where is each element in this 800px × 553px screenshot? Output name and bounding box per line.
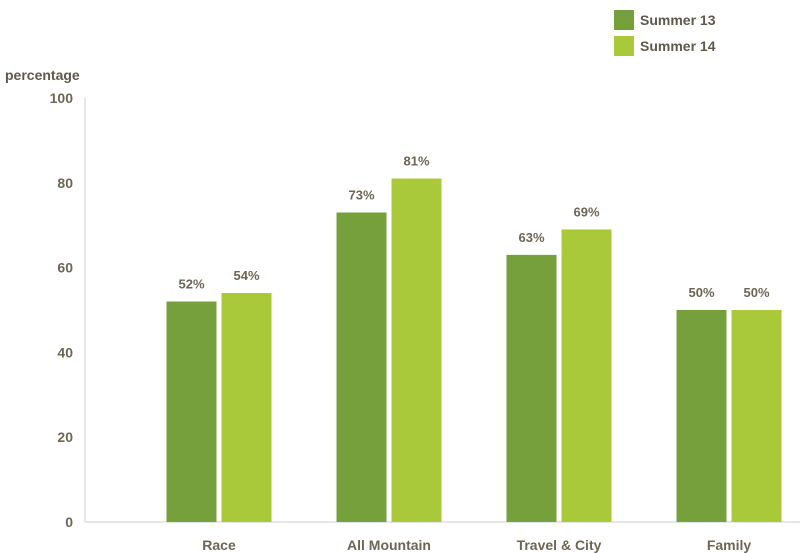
y-axis-ticks: 0 20 40 60 80 100 bbox=[50, 90, 74, 530]
y-axis-label: percentage bbox=[5, 67, 80, 83]
bar-summer-14 bbox=[391, 178, 442, 522]
data-label: 73% bbox=[348, 187, 374, 202]
data-label: 50% bbox=[743, 285, 769, 300]
legend-entry: Summer 13 bbox=[640, 12, 716, 28]
legend: Summer 13 Summer 14 bbox=[614, 10, 716, 56]
data-label: 69% bbox=[573, 204, 599, 219]
data-label: 63% bbox=[518, 230, 544, 245]
bar-summer-13 bbox=[166, 301, 217, 522]
bars: 52% 54% 73% 81% 63% 69% 50% 50% bbox=[166, 154, 782, 523]
y-tick-label: 80 bbox=[57, 175, 73, 191]
legend-entry: Summer 14 bbox=[640, 38, 716, 54]
bar-summer-14 bbox=[731, 310, 782, 522]
x-tick-label: Travel & City bbox=[517, 537, 602, 553]
data-label: 52% bbox=[178, 277, 204, 292]
data-label: 50% bbox=[688, 285, 714, 300]
data-label: 54% bbox=[233, 268, 259, 283]
bar-summer-14 bbox=[561, 229, 612, 522]
x-tick-label: Family bbox=[707, 537, 752, 553]
y-tick-label: 20 bbox=[57, 429, 73, 445]
y-tick-label: 60 bbox=[57, 260, 73, 276]
x-tick-label: All Mountain bbox=[347, 537, 431, 553]
y-tick-label: 100 bbox=[50, 90, 74, 106]
y-tick-label: 0 bbox=[65, 514, 73, 530]
x-axis-labels: Race All Mountain Travel & City Family bbox=[202, 537, 751, 553]
bar-summer-13 bbox=[676, 310, 727, 522]
data-label: 81% bbox=[403, 154, 429, 169]
bar-summer-13 bbox=[506, 254, 557, 522]
bar-summer-13 bbox=[336, 212, 387, 523]
bar-summer-14 bbox=[221, 293, 272, 522]
legend-swatch bbox=[614, 36, 634, 56]
legend-swatch bbox=[614, 10, 634, 30]
x-tick-label: Race bbox=[202, 537, 236, 553]
y-tick-label: 40 bbox=[57, 344, 73, 360]
